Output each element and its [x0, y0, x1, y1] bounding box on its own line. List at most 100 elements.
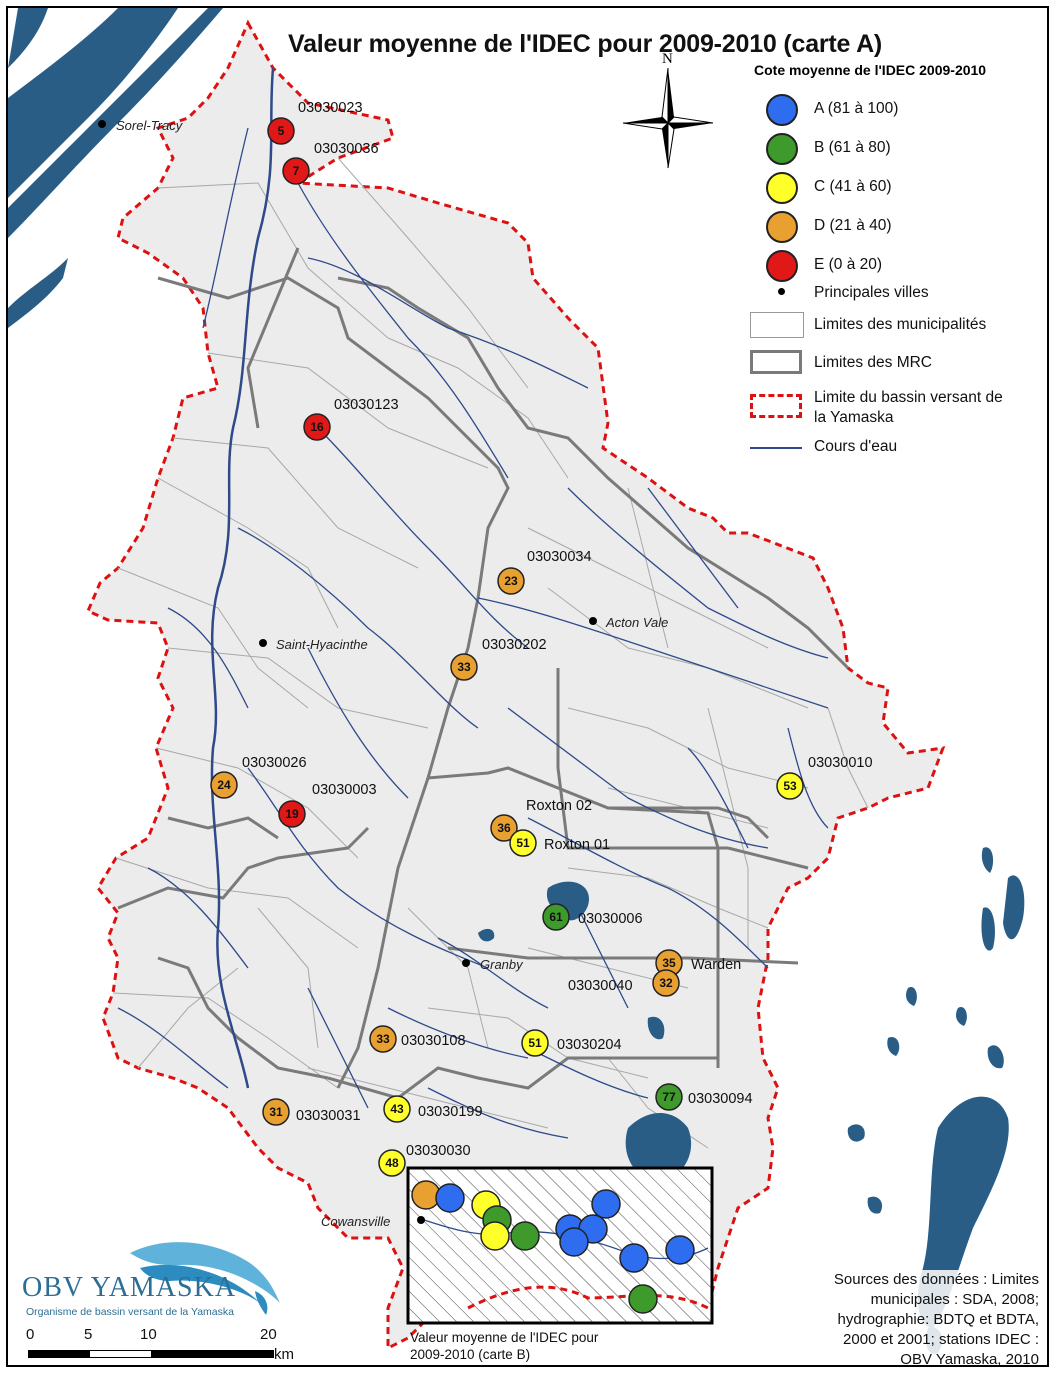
station-0: 03030023 5 [267, 100, 363, 145]
station-code-label: 03030023 [298, 100, 363, 116]
station-value: 7 [293, 164, 300, 178]
station-value: 23 [504, 574, 518, 588]
inset-station-marker [591, 1189, 621, 1219]
station-16: 03030031 31 [262, 1098, 361, 1126]
station-code-label: 03030202 [482, 637, 547, 653]
logo-subtitle: Organisme de bassin versant de la Yamask… [26, 1306, 234, 1318]
station-11: Warden 35 [655, 949, 741, 977]
station-marker [655, 1083, 683, 1111]
station-code-label: 03030204 [557, 1037, 622, 1053]
station-marker [497, 567, 525, 595]
legend-basin-line2: la Yamaska [814, 409, 894, 426]
station-marker [210, 771, 238, 799]
station-marker [652, 969, 680, 997]
town-dot-icon [778, 288, 785, 295]
station-code-label: Warden [691, 957, 741, 973]
st-lawrence-river [8, 8, 178, 198]
station-9: Roxton 01 51 [509, 829, 610, 857]
scale-tick-5: 5 [84, 1326, 93, 1343]
inset-caption: Valeur moyenne de l'IDEC pour 2009-2010 … [410, 1329, 598, 1363]
city-acton-vale: Acton Vale [605, 615, 668, 630]
legend-basin-label: Limite du bassin versant de la Yamaska [814, 388, 1003, 428]
inset-station-marker [559, 1227, 589, 1257]
station-value: 51 [528, 1036, 542, 1050]
station-15: 03030094 77 [655, 1083, 753, 1111]
inset-stations [411, 1180, 695, 1314]
station-value: 53 [783, 779, 797, 793]
data-sources: Sources des données : Limites municipale… [789, 1270, 1039, 1367]
station-value: 35 [662, 956, 676, 970]
station-code-label: 03030010 [808, 755, 873, 771]
inset-caption-line1: Valeur moyenne de l'IDEC pour [410, 1330, 599, 1345]
station-marker [282, 157, 310, 185]
station-code-label: Roxton 01 [544, 837, 610, 853]
station-18: 03030030 48 [378, 1143, 471, 1177]
legend-title: Cote moyenne de l'IDEC 2009-2010 [754, 62, 987, 78]
city-granby: Granby [480, 957, 524, 972]
station-value: 43 [390, 1102, 404, 1116]
river-branch [8, 8, 48, 68]
cities: Sorel-Tracy Saint-Hyacinthe Acton Vale G… [98, 118, 668, 1229]
stations: 0303002350303003670303012316030300342303… [210, 100, 873, 1177]
sources-line5: OBV Yamaska, 2010 [900, 1351, 1039, 1367]
station-code-label: 03030199 [418, 1104, 483, 1120]
station-code-label: 03030123 [334, 397, 399, 413]
map-canvas: N Sorel-Tracy Saint-Hyacinthe Acton Vale… [8, 8, 1025, 1354]
station-7: 03030010 53 [776, 755, 873, 800]
station-value: 77 [662, 1090, 676, 1104]
river-swatch [750, 447, 802, 449]
city-cowansville: Cowansville [321, 1214, 390, 1229]
sources-line4: 2000 et 2001; stations IDEC : [843, 1331, 1039, 1348]
station-code-label: 03030036 [314, 141, 379, 157]
station-code-label: 03030026 [242, 755, 307, 771]
station-marker [303, 413, 331, 441]
basin-swatch [750, 394, 802, 418]
legend-mrc-label: Limites des MRC [814, 354, 932, 371]
station-value: 33 [376, 1032, 390, 1046]
logo-name: OBV YAMASKA [22, 1272, 237, 1303]
legend-rivers-label: Cours d'eau [814, 438, 898, 455]
station-12: 03030040 32 [568, 969, 680, 997]
inset-station-marker [665, 1235, 695, 1265]
city-sorel-tracy: Sorel-Tracy [116, 118, 184, 133]
station-value: 32 [659, 976, 673, 990]
rivers [117, 67, 829, 1139]
inset-caption-line2: 2009-2010 (carte B) [410, 1347, 531, 1362]
station-value: 19 [285, 807, 299, 821]
inset-area [406, 1166, 714, 1325]
station-value: 31 [269, 1105, 283, 1119]
obv-logo-icon [130, 1242, 280, 1315]
scale-bar-graphic [28, 1350, 274, 1358]
station-17: 03030199 43 [383, 1095, 483, 1123]
map-title: Valeur moyenne de l'IDEC pour 2009-2010 … [288, 30, 883, 58]
legend-label-b: B (61 à 80) [814, 139, 891, 156]
scale-tick-0: 0 [26, 1326, 35, 1343]
legend-towns-label: Principales villes [814, 284, 929, 301]
sources-line3: hydrographie: BDTQ et BDTA, [837, 1311, 1039, 1328]
station-8: Roxton 02 36 [490, 798, 592, 842]
legend-label-d: D (21 à 40) [814, 217, 892, 234]
station-value: 36 [497, 821, 511, 835]
station-code-label: 03030006 [578, 911, 643, 927]
station-marker [776, 772, 804, 800]
inset-station-marker [480, 1221, 510, 1251]
station-value: 33 [457, 660, 471, 674]
station-marker [490, 814, 518, 842]
legend-swatch-b [766, 133, 798, 165]
legend-swatch-a [766, 94, 798, 126]
mrc-swatch [750, 350, 802, 374]
map-frame: N Sorel-Tracy Saint-Hyacinthe Acton Vale… [6, 6, 1049, 1367]
legend-swatch-d [766, 211, 798, 243]
station-marker [262, 1098, 290, 1126]
station-4: 03030202 33 [450, 637, 547, 681]
inset-station-marker [510, 1221, 540, 1251]
station-value: 16 [310, 420, 324, 434]
station-code-label: 03030003 [312, 782, 377, 798]
station-value: 51 [516, 836, 530, 850]
legend-label-a: A (81 à 100) [814, 100, 899, 117]
municipal-swatch [750, 312, 804, 338]
station-code-label: 03030040 [568, 978, 633, 994]
city-saint-hyacinthe: Saint-Hyacinthe [276, 637, 368, 652]
station-6: 03030003 19 [278, 782, 377, 828]
station-marker [383, 1095, 411, 1123]
